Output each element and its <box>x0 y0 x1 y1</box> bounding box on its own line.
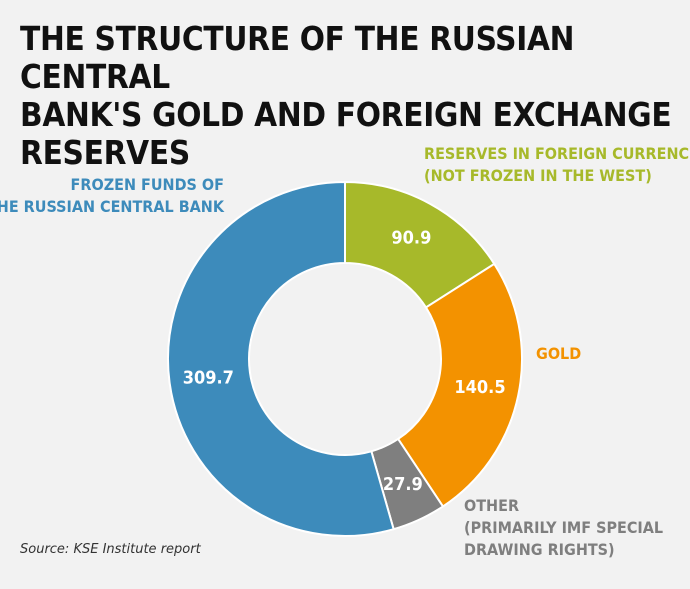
donut-slice-foreign-currencies <box>344 180 496 309</box>
donut-slice-gold <box>396 262 523 508</box>
legend-label-other: OTHER (PRIMARILY IMF SPECIAL DRAWING RIG… <box>464 495 663 561</box>
legend-label-frozen-funds-line-1: FROZEN FUNDS OF <box>70 175 224 194</box>
chart-title-line-2: BANK'S GOLD AND FOREIGN EXCHANGE RESERVE… <box>20 95 672 172</box>
legend-label-other-line-1: OTHER <box>464 496 520 515</box>
legend-label-other-line-2: (PRIMARILY IMF SPECIAL <box>464 518 664 537</box>
donut-slices <box>167 180 523 537</box>
donut-value-label-frozen-funds: 309.7 <box>183 368 234 389</box>
chart-title-line-1: THE STRUCTURE OF THE RUSSIAN CENTRAL <box>20 19 575 96</box>
donut-value-label-gold: 140.5 <box>454 377 505 398</box>
legend-label-frozen-funds-line-2: THE RUSSIAN CENTRAL BANK <box>0 197 224 216</box>
legend-label-frozen-funds: FROZEN FUNDS OF THE RUSSIAN CENTRAL BANK <box>0 174 224 218</box>
donut-value-labels: 90.9 140.5 27.9 309.7 <box>183 228 506 495</box>
source-note: Source: KSE Institute report <box>20 542 201 557</box>
legend-label-gold-line-1: GOLD <box>536 344 582 363</box>
legend-label-foreign-currencies-line-2: (NOT FROZEN IN THE WEST) <box>424 166 652 185</box>
chart-title: THE STRUCTURE OF THE RUSSIAN CENTRAL BAN… <box>20 20 680 172</box>
donut-value-label-other: 27.9 <box>383 474 423 495</box>
legend-label-other-line-3: DRAWING RIGHTS) <box>464 540 615 559</box>
legend-label-gold: GOLD <box>536 343 581 365</box>
legend-label-foreign-currencies-line-1: RESERVES IN FOREIGN CURRENCIES <box>424 144 690 163</box>
legend-label-foreign-currencies: RESERVES IN FOREIGN CURRENCIES (NOT FROZ… <box>424 143 690 187</box>
donut-value-label-foreign-currencies: 90.9 <box>391 228 431 249</box>
donut-slice-frozen-funds <box>167 180 395 537</box>
